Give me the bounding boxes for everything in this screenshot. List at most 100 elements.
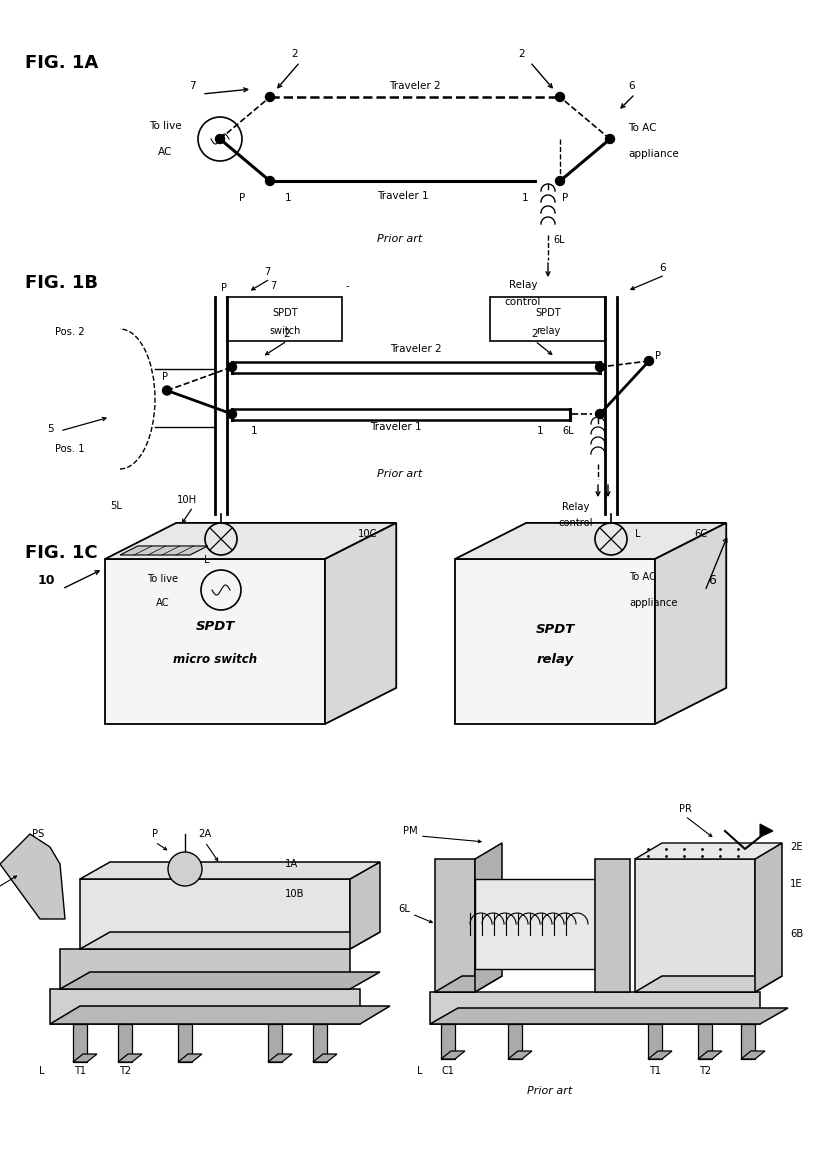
Polygon shape	[508, 1051, 532, 1059]
Polygon shape	[648, 1051, 672, 1059]
Text: P: P	[239, 193, 245, 203]
Text: SPDT: SPDT	[195, 620, 235, 632]
Text: Traveler 1: Traveler 1	[376, 191, 428, 201]
Text: L: L	[417, 1066, 422, 1075]
Polygon shape	[50, 1007, 390, 1024]
Polygon shape	[430, 1008, 788, 1024]
Polygon shape	[475, 843, 502, 992]
Polygon shape	[648, 1024, 662, 1059]
Polygon shape	[441, 1051, 465, 1059]
Text: 6C: 6C	[694, 530, 707, 539]
Text: 5: 5	[46, 424, 53, 434]
Text: 2: 2	[532, 328, 538, 339]
Text: Traveler 2: Traveler 2	[390, 81, 441, 91]
Text: Relay: Relay	[509, 281, 538, 290]
Polygon shape	[313, 1054, 337, 1061]
Bar	[227, 297, 342, 341]
Text: Pos. 1: Pos. 1	[55, 444, 84, 454]
Text: 2A: 2A	[198, 829, 212, 839]
Polygon shape	[0, 833, 65, 919]
Circle shape	[227, 409, 237, 419]
Polygon shape	[118, 1054, 142, 1061]
Text: P: P	[655, 351, 661, 361]
Polygon shape	[760, 824, 773, 837]
Polygon shape	[455, 523, 726, 559]
Polygon shape	[60, 971, 380, 989]
Polygon shape	[455, 559, 655, 724]
Circle shape	[168, 852, 202, 886]
Text: 6L: 6L	[562, 426, 574, 436]
Polygon shape	[350, 862, 380, 949]
Polygon shape	[635, 843, 782, 859]
Text: To AC: To AC	[629, 572, 656, 582]
Polygon shape	[80, 862, 380, 879]
Text: Prior art: Prior art	[377, 234, 423, 244]
Text: 1: 1	[284, 193, 291, 203]
Text: FIG. 1A: FIG. 1A	[25, 54, 98, 72]
Polygon shape	[741, 1024, 755, 1059]
Polygon shape	[741, 1051, 765, 1059]
Text: Traveler 2: Traveler 2	[390, 345, 442, 354]
Text: 10C: 10C	[357, 530, 377, 539]
Text: To live: To live	[149, 122, 181, 131]
Text: Prior art: Prior art	[377, 469, 423, 479]
Polygon shape	[698, 1051, 722, 1059]
Text: 10: 10	[38, 574, 55, 587]
Text: 6: 6	[708, 574, 716, 587]
Text: C1: C1	[442, 1066, 455, 1075]
Text: 1: 1	[522, 193, 528, 203]
Text: control: control	[559, 518, 593, 528]
Text: SPDT: SPDT	[535, 623, 575, 636]
Text: relay: relay	[537, 653, 574, 666]
Text: 6L: 6L	[398, 904, 410, 914]
Text: 6: 6	[629, 81, 635, 91]
Text: AC: AC	[158, 147, 172, 157]
Circle shape	[605, 134, 614, 144]
Polygon shape	[60, 949, 350, 989]
Text: relay: relay	[536, 326, 560, 336]
Polygon shape	[635, 859, 755, 992]
Text: micro switch: micro switch	[173, 653, 257, 666]
Text: PR: PR	[679, 804, 691, 814]
Text: T1: T1	[649, 1066, 661, 1075]
Polygon shape	[105, 559, 325, 724]
Circle shape	[227, 362, 237, 372]
Text: 1A: 1A	[285, 859, 299, 869]
Text: SPDT: SPDT	[535, 307, 561, 318]
Text: 7: 7	[189, 81, 195, 91]
Text: T1: T1	[74, 1066, 86, 1075]
Text: control: control	[504, 297, 541, 307]
Polygon shape	[118, 1024, 132, 1061]
Polygon shape	[178, 1024, 192, 1061]
Circle shape	[162, 386, 171, 395]
Polygon shape	[755, 843, 782, 992]
Text: L: L	[635, 530, 640, 539]
Text: 10H: 10H	[177, 494, 197, 505]
Text: 6L: 6L	[553, 235, 565, 245]
Polygon shape	[441, 1024, 455, 1059]
Polygon shape	[105, 523, 396, 559]
Text: T2: T2	[699, 1066, 711, 1075]
Polygon shape	[655, 523, 726, 724]
Text: 7: 7	[264, 267, 270, 277]
Text: appliance: appliance	[629, 599, 677, 608]
Text: L: L	[204, 555, 210, 565]
Text: To AC: To AC	[628, 123, 657, 133]
Bar	[490, 297, 605, 341]
Text: -: -	[346, 281, 350, 291]
Text: 2: 2	[284, 328, 290, 339]
Text: 6: 6	[660, 263, 667, 274]
Polygon shape	[50, 989, 360, 1024]
Text: P: P	[152, 829, 158, 839]
Polygon shape	[508, 1024, 522, 1059]
Text: P: P	[162, 373, 168, 382]
Text: L: L	[39, 1066, 45, 1075]
Text: 7: 7	[270, 281, 276, 291]
Polygon shape	[73, 1054, 97, 1061]
Text: SPDT: SPDT	[272, 307, 298, 318]
Text: 5L: 5L	[110, 500, 122, 511]
Text: appliance: appliance	[628, 148, 679, 159]
Text: P: P	[221, 283, 227, 293]
Circle shape	[265, 92, 275, 102]
Text: FIG. 1C: FIG. 1C	[25, 544, 98, 562]
